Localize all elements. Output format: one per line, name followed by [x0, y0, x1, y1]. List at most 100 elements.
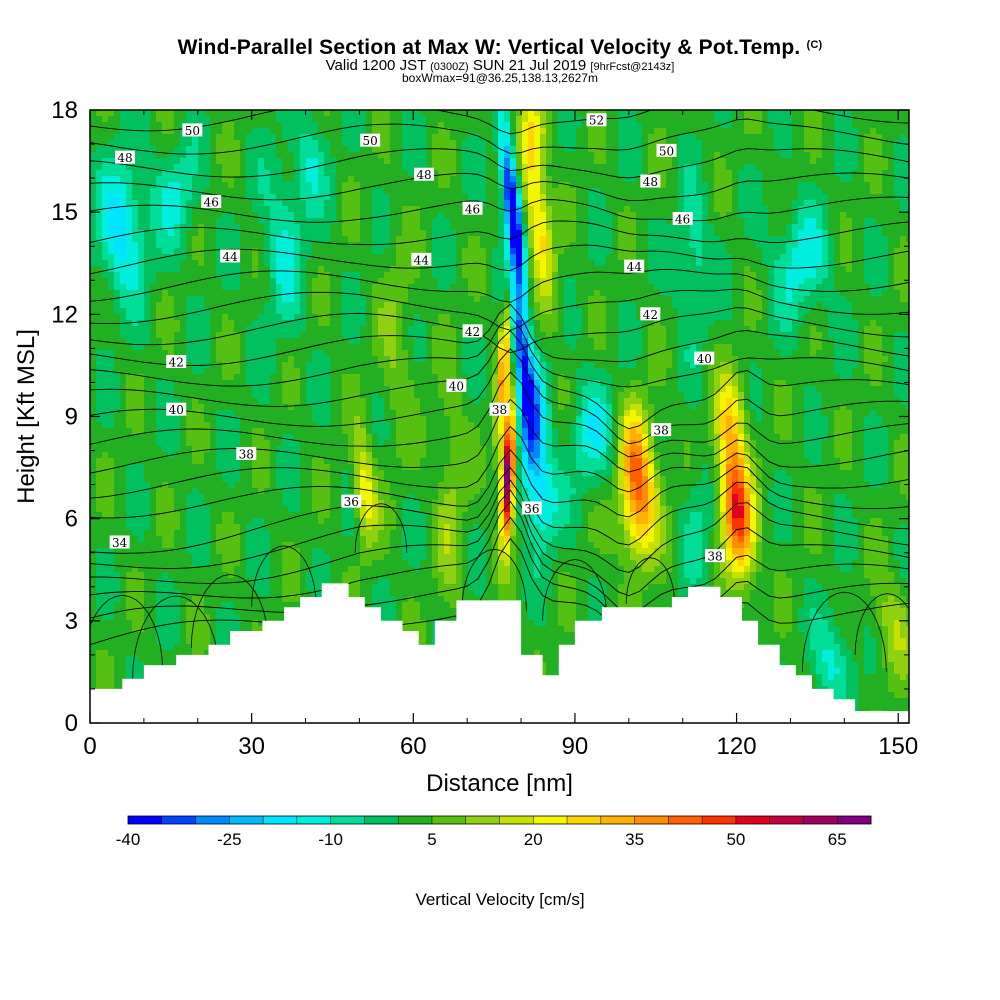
w-field-cell	[486, 260, 493, 267]
w-field-cell	[498, 542, 505, 549]
w-field-cell	[816, 578, 871, 585]
w-field-cell	[504, 392, 511, 399]
w-field-cell	[210, 530, 217, 537]
w-field-cell	[558, 398, 571, 405]
w-field-cell	[492, 344, 499, 351]
w-field-cell	[732, 422, 739, 429]
w-field-cell	[684, 392, 703, 399]
w-field-cell	[648, 488, 655, 495]
w-field-cell	[690, 518, 703, 525]
w-field-cell	[264, 308, 277, 315]
w-field-cell	[210, 332, 217, 339]
w-field-cell	[252, 428, 265, 435]
w-field-cell	[138, 212, 151, 219]
w-field-cell	[750, 236, 793, 243]
w-field-cell	[786, 296, 793, 303]
w-field-cell	[318, 122, 343, 129]
w-field-cell	[858, 146, 865, 153]
w-field-cell	[180, 320, 187, 327]
w-field-cell	[300, 236, 331, 243]
w-field-cell	[360, 290, 373, 297]
w-field-cell	[528, 128, 535, 135]
w-field-cell	[156, 326, 181, 333]
w-field-cell	[750, 494, 757, 501]
w-field-cell	[654, 428, 709, 435]
w-field-cell	[300, 476, 313, 483]
w-field-cell	[612, 410, 619, 417]
w-field-cell	[486, 470, 499, 477]
w-field-cell	[546, 596, 559, 603]
w-field-cell	[654, 500, 661, 507]
w-field-cell	[396, 320, 403, 327]
w-field-cell	[306, 278, 313, 285]
w-field-cell	[618, 218, 637, 225]
w-field-cell	[864, 662, 877, 669]
w-field-cell	[642, 152, 649, 159]
w-field-cell	[732, 572, 745, 579]
w-field-cell	[672, 158, 679, 165]
w-field-cell	[426, 626, 433, 633]
w-field-cell	[156, 428, 181, 435]
w-field-cell	[726, 212, 739, 219]
w-field-cell	[828, 434, 835, 441]
w-field-cell	[240, 164, 247, 171]
w-field-cell	[432, 368, 457, 375]
w-field-cell	[564, 278, 577, 285]
w-field-cell	[246, 152, 277, 159]
w-field-cell	[486, 272, 493, 279]
w-field-cell	[834, 656, 847, 663]
w-field-cell	[906, 404, 909, 411]
w-field-cell	[90, 248, 103, 255]
w-field-cell	[366, 422, 373, 429]
w-field-cell	[360, 146, 373, 153]
w-field-cell	[906, 620, 909, 627]
w-field-cell	[174, 164, 199, 171]
w-field-cell	[708, 380, 715, 387]
w-field-cell	[480, 236, 499, 243]
w-field-cell	[270, 458, 277, 465]
w-field-cell	[648, 518, 655, 525]
w-field-cell	[150, 524, 157, 531]
w-field-cell	[606, 326, 619, 333]
w-field-cell	[132, 182, 157, 189]
w-field-cell	[438, 566, 457, 573]
w-field-cell	[660, 536, 667, 543]
w-field-cell	[660, 518, 667, 525]
w-field-cell	[438, 170, 457, 177]
w-field-cell	[498, 590, 517, 597]
w-field-cell	[294, 212, 307, 219]
w-field-cell	[384, 410, 397, 417]
w-field-cell	[282, 590, 301, 597]
w-field-cell	[498, 374, 505, 381]
w-field-cell	[378, 362, 391, 369]
w-field-cell	[822, 518, 835, 525]
w-field-cell	[384, 500, 397, 507]
chart-title-text: Wind-Parallel Section at Max W: Vertical…	[177, 36, 801, 59]
w-field-cell	[438, 374, 457, 381]
w-field-cell	[216, 272, 241, 279]
w-field-cell	[282, 578, 301, 585]
w-field-cell	[492, 284, 511, 291]
w-field-cell	[384, 272, 421, 279]
w-field-cell	[858, 518, 871, 525]
w-field-cell	[516, 578, 523, 585]
w-field-cell	[648, 512, 655, 519]
w-field-cell	[606, 368, 649, 375]
w-field-cell	[792, 248, 823, 255]
w-field-cell	[486, 452, 493, 459]
w-field-cell	[234, 374, 247, 381]
w-field-cell	[522, 284, 529, 291]
w-field-cell	[522, 266, 529, 273]
w-field-cell	[96, 464, 115, 471]
w-field-cell	[216, 344, 241, 351]
w-field-cell	[390, 422, 397, 429]
w-field-cell	[774, 536, 793, 543]
w-field-cell	[732, 200, 739, 207]
w-field-cell	[372, 416, 385, 423]
w-field-cell	[300, 470, 313, 477]
w-field-cell	[378, 530, 391, 537]
w-field-cell	[558, 440, 571, 447]
w-field-cell	[852, 230, 865, 237]
w-field-cell	[120, 296, 145, 303]
w-field-cell	[552, 122, 559, 129]
